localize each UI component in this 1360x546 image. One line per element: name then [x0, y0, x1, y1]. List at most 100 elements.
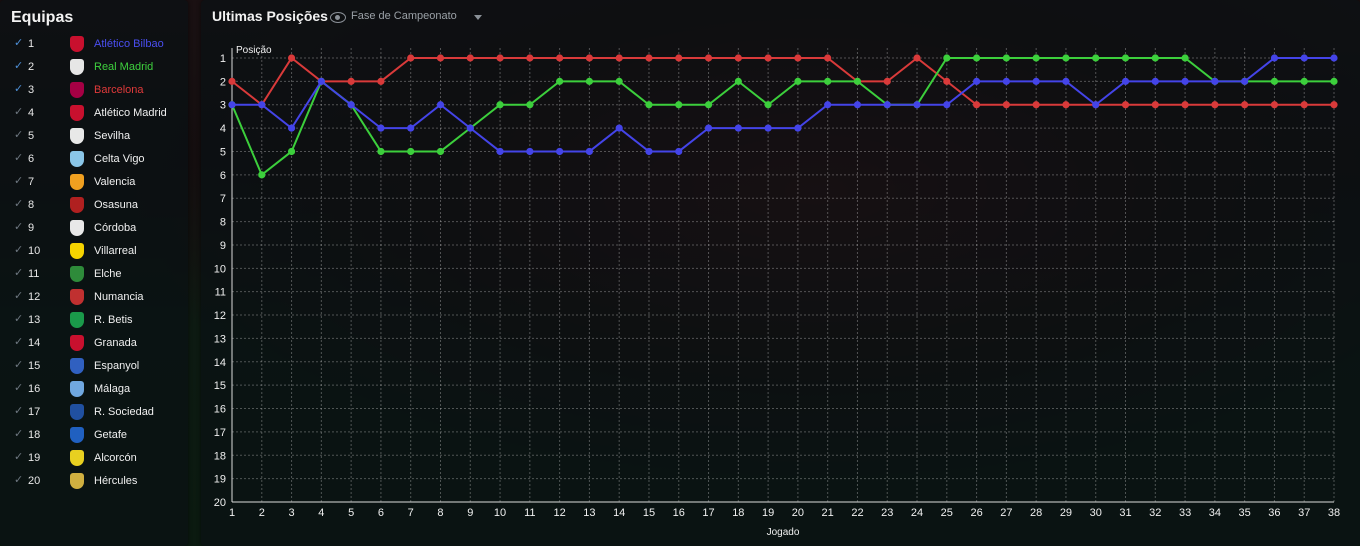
series-point[interactable]	[972, 101, 981, 109]
checkmark-icon[interactable]: ✓	[14, 244, 24, 256]
series-point[interactable]	[734, 54, 742, 62]
series-point[interactable]	[585, 147, 594, 156]
series-point[interactable]	[407, 54, 415, 62]
team-row[interactable]: ✓ 14 Granada	[0, 332, 188, 355]
series-point[interactable]	[1092, 54, 1100, 62]
series-point[interactable]	[645, 147, 653, 156]
team-row[interactable]: ✓ 16 Málaga	[0, 378, 188, 401]
series-point[interactable]	[1300, 54, 1308, 62]
series-point[interactable]	[1270, 77, 1279, 85]
series-point[interactable]	[1181, 77, 1189, 85]
series-point[interactable]	[1330, 101, 1338, 109]
checkmark-icon[interactable]: ✓	[14, 221, 24, 233]
series-point[interactable]	[1151, 101, 1159, 109]
checkmark-icon[interactable]: ✓	[14, 336, 24, 348]
checkmark-icon[interactable]: ✓	[14, 382, 24, 394]
series-point[interactable]	[228, 77, 236, 85]
series-point[interactable]	[734, 77, 742, 85]
checkmark-icon[interactable]: ✓	[14, 60, 24, 72]
checkmark-icon[interactable]: ✓	[14, 175, 24, 187]
series-point[interactable]	[1092, 101, 1100, 109]
checkmark-icon[interactable]: ✓	[14, 129, 24, 141]
checkmark-icon[interactable]: ✓	[14, 359, 24, 371]
series-point[interactable]	[1151, 77, 1159, 85]
series-point[interactable]	[526, 54, 534, 62]
series-point[interactable]	[496, 101, 504, 109]
series-point[interactable]	[1330, 77, 1338, 85]
series-point[interactable]	[853, 77, 862, 85]
checkmark-icon[interactable]: ✓	[14, 267, 24, 279]
series-point[interactable]	[675, 101, 683, 109]
team-row[interactable]: ✓ 4 Atlético Madrid	[0, 102, 188, 125]
series-point[interactable]	[556, 77, 564, 85]
team-row[interactable]: ✓ 3 Barcelona	[0, 79, 188, 102]
series-point[interactable]	[228, 101, 236, 109]
series-point[interactable]	[1241, 101, 1249, 109]
series-point[interactable]	[764, 101, 772, 109]
series-point[interactable]	[407, 124, 415, 132]
eye-icon[interactable]	[330, 12, 346, 23]
team-row[interactable]: ✓ 20 Hércules	[0, 470, 188, 493]
series-point[interactable]	[704, 54, 713, 62]
series-point[interactable]	[615, 77, 623, 85]
series-point[interactable]	[734, 124, 742, 132]
series-point[interactable]	[824, 77, 832, 85]
team-row[interactable]: ✓ 8 Osasuna	[0, 194, 188, 217]
team-row[interactable]: ✓ 5 Sevilha	[0, 125, 188, 148]
series-point[interactable]	[1211, 101, 1219, 109]
series-point[interactable]	[585, 54, 594, 62]
series-point[interactable]	[794, 77, 802, 85]
series-point[interactable]	[1330, 54, 1338, 62]
series-point[interactable]	[1002, 101, 1010, 109]
series-point[interactable]	[287, 54, 296, 62]
checkmark-icon[interactable]: ✓	[14, 290, 24, 302]
series-point[interactable]	[615, 54, 623, 62]
series-point[interactable]	[436, 147, 445, 156]
checkmark-icon[interactable]: ✓	[14, 83, 24, 95]
series-point[interactable]	[1062, 77, 1070, 85]
series-point[interactable]	[436, 101, 445, 109]
checkmark-icon[interactable]: ✓	[14, 428, 24, 440]
series-point[interactable]	[1151, 54, 1159, 62]
series-point[interactable]	[1032, 101, 1040, 109]
series-point[interactable]	[1002, 77, 1010, 85]
series-point[interactable]	[466, 54, 474, 62]
series-point[interactable]	[466, 124, 474, 132]
team-row[interactable]: ✓ 2 Real Madrid	[0, 56, 188, 79]
series-point[interactable]	[317, 77, 325, 85]
team-row[interactable]: ✓ 10 Villarreal	[0, 240, 188, 263]
series-point[interactable]	[377, 124, 385, 132]
team-row[interactable]: ✓ 12 Numancia	[0, 286, 188, 309]
checkmark-icon[interactable]: ✓	[14, 198, 24, 210]
team-row[interactable]: ✓ 7 Valencia	[0, 171, 188, 194]
phase-filter-dropdown[interactable]: Fase de Campeonato	[351, 10, 457, 22]
checkmark-icon[interactable]: ✓	[14, 474, 24, 486]
series-point[interactable]	[377, 147, 385, 156]
series-point[interactable]	[347, 77, 355, 85]
series-point[interactable]	[645, 101, 653, 109]
series-point[interactable]	[943, 101, 951, 109]
series-point[interactable]	[972, 54, 981, 62]
series-point[interactable]	[675, 147, 683, 156]
series-point[interactable]	[645, 54, 653, 62]
series-point[interactable]	[585, 77, 594, 85]
series-point[interactable]	[556, 54, 564, 62]
series-point[interactable]	[764, 54, 772, 62]
series-point[interactable]	[496, 54, 504, 62]
series-point[interactable]	[883, 101, 891, 109]
series-point[interactable]	[347, 101, 355, 109]
checkmark-icon[interactable]: ✓	[14, 313, 24, 325]
series-point[interactable]	[1062, 101, 1070, 109]
team-row[interactable]: ✓ 11 Elche	[0, 263, 188, 286]
series-point[interactable]	[287, 124, 296, 132]
team-row[interactable]: ✓ 6 Celta Vigo	[0, 148, 188, 171]
series-point[interactable]	[496, 147, 504, 156]
series-point[interactable]	[1241, 77, 1249, 85]
series-point[interactable]	[913, 54, 921, 62]
checkmark-icon[interactable]: ✓	[14, 451, 24, 463]
team-row[interactable]: ✓ 18 Getafe	[0, 424, 188, 447]
series-point[interactable]	[526, 101, 534, 109]
team-row[interactable]: ✓ 9 Córdoba	[0, 217, 188, 240]
checkmark-icon[interactable]: ✓	[14, 37, 24, 49]
series-point[interactable]	[1300, 101, 1308, 109]
